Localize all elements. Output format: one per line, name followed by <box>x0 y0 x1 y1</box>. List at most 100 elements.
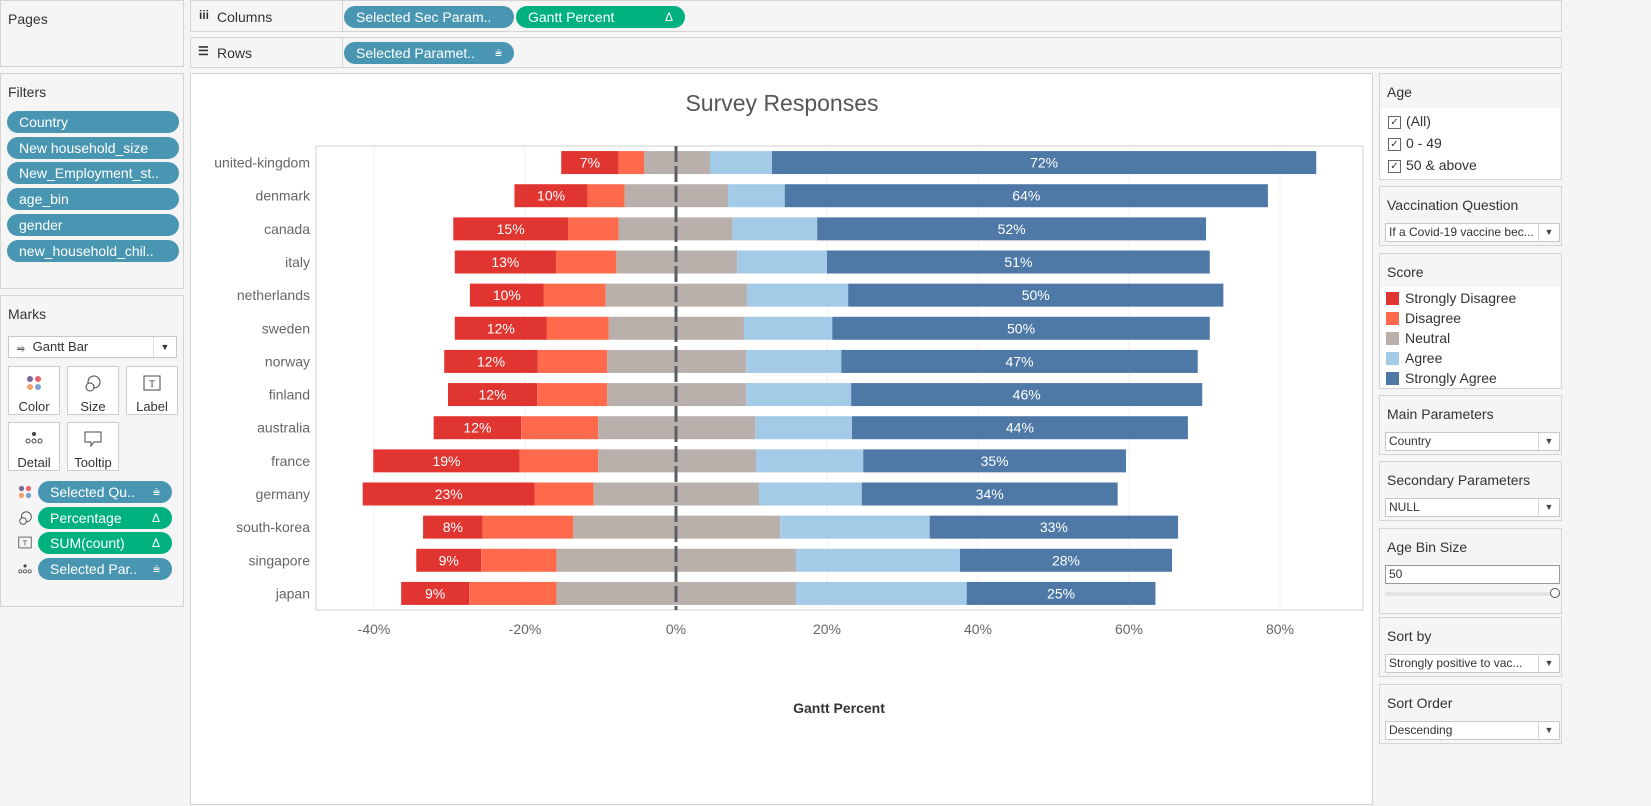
bar-segment-agree[interactable] <box>746 349 842 373</box>
bar-segment-disagree[interactable] <box>519 449 599 473</box>
bar-segment-disagree[interactable] <box>537 383 608 407</box>
filter-pill[interactable]: New household_size <box>7 136 179 159</box>
filter-pill[interactable]: age_bin <box>7 188 179 211</box>
main-parameters-dropdown[interactable]: Country ▼ <box>1385 432 1560 451</box>
bar-segment-agree[interactable] <box>737 250 827 274</box>
marks-field-pill[interactable]: SUM(count) Δ <box>38 532 172 555</box>
detail-card[interactable]: Detail <box>8 422 60 471</box>
bar-segment-strongly-disagree[interactable] <box>469 283 544 307</box>
bar-segment-agree[interactable] <box>759 482 862 506</box>
secondary-parameters-dropdown[interactable]: NULL ▼ <box>1385 498 1560 517</box>
checkbox[interactable]: ✓ <box>1388 159 1401 173</box>
survey-chart[interactable]: Survey Responses Gantt Percent -40% -20% 0… <box>191 74 1374 806</box>
bar-segment-agree[interactable] <box>746 383 852 407</box>
secondary-parameters-card[interactable]: Secondary Parameters NULL ▼ <box>1379 461 1562 521</box>
age-option[interactable]: ✓ 0 - 49 <box>1388 134 1442 152</box>
legend-item[interactable]: Agree <box>1386 349 1442 367</box>
marks-field-pill[interactable]: Percentage Δ <box>38 506 172 529</box>
sort-by-dropdown[interactable]: Strongly positive to vac... ▼ <box>1385 654 1560 673</box>
age-option[interactable]: ✓ (All) <box>1388 112 1431 130</box>
bar-segment-strongly-agree[interactable] <box>863 449 1126 473</box>
legend-item[interactable]: Disagree <box>1386 309 1461 327</box>
bar-segment-strongly-agree[interactable] <box>861 482 1118 506</box>
bar-segment-disagree[interactable] <box>534 482 594 506</box>
bar-segment-disagree[interactable] <box>469 581 557 605</box>
bar-segment-strongly-disagree[interactable] <box>423 515 483 539</box>
filter-pill[interactable]: gender <box>7 213 179 236</box>
bar-segment-strongly-disagree[interactable] <box>514 184 588 208</box>
bar-segment-strongly-disagree[interactable] <box>362 482 535 506</box>
bar-segment-strongly-agree[interactable] <box>784 184 1268 208</box>
column-pill-selected-sec-param[interactable]: Selected Sec Param.. <box>344 6 514 28</box>
filter-pill[interactable]: Country <box>7 111 179 133</box>
age-bin-size-card[interactable]: Age Bin Size 50 <box>1379 528 1562 614</box>
bar-segment-agree[interactable] <box>728 184 785 208</box>
bar-segment-agree[interactable] <box>709 151 772 175</box>
bar-segment-strongly-agree[interactable] <box>827 250 1210 274</box>
sort-by-card[interactable]: Sort by Strongly positive to vac... ▼ <box>1379 617 1562 677</box>
bar-segment-agree[interactable] <box>756 449 864 473</box>
bar-segment-disagree[interactable] <box>482 515 574 539</box>
legend-item[interactable]: Strongly Agree <box>1386 369 1497 387</box>
score-legend-card[interactable]: Score Strongly Disagree Disagree Neutral Ag… <box>1379 253 1562 389</box>
bar-segment-neutral[interactable] <box>644 151 710 175</box>
vaccination-question-card[interactable]: Vaccination Question If a Covid-19 vacci… <box>1379 186 1562 246</box>
bar-segment-strongly-disagree[interactable] <box>454 316 547 340</box>
sort-order-dropdown[interactable]: Descending ▼ <box>1385 721 1560 740</box>
bar-segment-strongly-agree[interactable] <box>817 217 1207 241</box>
bar-segment-disagree[interactable] <box>587 184 625 208</box>
columns-shelf[interactable]: iii Columns Selected Sec Param.. Gantt P… <box>190 0 1562 32</box>
bar-segment-strongly-disagree[interactable] <box>433 416 522 440</box>
mark-type-dropdown[interactable]: ⥤ Gantt Bar ▼ <box>8 336 177 358</box>
vaccination-question-dropdown[interactable]: If a Covid-19 vaccine bec... ▼ <box>1385 223 1560 242</box>
filters-panel[interactable]: Filters Country New household_size New_Emp… <box>0 73 184 289</box>
age-filter-card[interactable]: Age ✓ (All) ✓ 0 - 49 ✓ 50 & above <box>1379 73 1562 180</box>
bar-segment-strongly-agree[interactable] <box>959 548 1173 572</box>
bar-segment-strongly-disagree[interactable] <box>444 349 538 373</box>
age-option[interactable]: ✓ 50 & above <box>1388 156 1477 174</box>
bar-segment-strongly-agree[interactable] <box>771 151 1317 175</box>
bar-segment-disagree[interactable] <box>537 349 608 373</box>
legend-item[interactable]: Strongly Disagree <box>1386 289 1516 307</box>
bar-segment-disagree[interactable] <box>546 316 609 340</box>
bar-segment-agree[interactable] <box>746 283 849 307</box>
bar-segment-strongly-agree[interactable] <box>848 283 1224 307</box>
filter-pill[interactable]: new_household_chil.. <box>7 239 179 262</box>
bar-segment-agree[interactable] <box>743 316 833 340</box>
pages-panel[interactable]: Pages <box>0 0 184 67</box>
bar-segment-strongly-agree[interactable] <box>966 581 1156 605</box>
bar-segment-agree[interactable] <box>796 581 967 605</box>
bar-segment-strongly-agree[interactable] <box>851 416 1188 440</box>
marks-field-pill[interactable]: Selected Par.. ⩧ <box>38 558 172 581</box>
age-bin-size-slider-handle[interactable] <box>1550 588 1560 598</box>
age-bin-size-input[interactable]: 50 <box>1385 565 1560 584</box>
color-card[interactable]: Color <box>8 366 60 415</box>
tooltip-card[interactable]: Tooltip <box>67 422 119 471</box>
bar-segment-strongly-agree[interactable] <box>851 383 1203 407</box>
bar-segment-agree[interactable] <box>755 416 852 440</box>
checkbox[interactable]: ✓ <box>1388 137 1401 151</box>
bar-segment-strongly-disagree[interactable] <box>454 250 556 274</box>
marks-panel[interactable]: Marks ⥤ Gantt Bar ▼ Color Size T Label D… <box>0 295 184 607</box>
bar-segment-strongly-agree[interactable] <box>832 316 1210 340</box>
legend-item[interactable]: Neutral <box>1386 329 1450 347</box>
marks-field-pill[interactable]: Selected Qu.. ⩧ <box>38 481 172 503</box>
bar-segment-disagree[interactable] <box>555 250 617 274</box>
rows-shelf[interactable]: ☰ Rows Selected Paramet.. ⩧ <box>190 37 1562 68</box>
bar-segment-disagree[interactable] <box>543 283 606 307</box>
bar-segment-agree[interactable] <box>732 217 818 241</box>
sort-order-card[interactable]: Sort Order Descending ▼ <box>1379 684 1562 744</box>
filter-pill[interactable]: New_Employment_st.. <box>7 162 179 185</box>
bar-segment-agree[interactable] <box>796 548 960 572</box>
bar-segment-disagree[interactable] <box>521 416 599 440</box>
column-pill-gantt-percent[interactable]: Gantt Percent Δ <box>516 6 685 28</box>
bar-segment-disagree[interactable] <box>568 217 619 241</box>
main-parameters-card[interactable]: Main Parameters Country ▼ <box>1379 395 1562 455</box>
checkbox[interactable]: ✓ <box>1388 115 1401 129</box>
size-card[interactable]: Size <box>67 366 119 415</box>
bar-segment-strongly-disagree[interactable] <box>561 151 619 175</box>
bar-segment-strongly-agree[interactable] <box>841 349 1198 373</box>
bar-segment-disagree[interactable] <box>481 548 557 572</box>
bar-segment-strongly-disagree[interactable] <box>447 383 538 407</box>
chart-area[interactable]: Survey Responses Gantt Percent -40% -20% 0… <box>190 73 1373 805</box>
